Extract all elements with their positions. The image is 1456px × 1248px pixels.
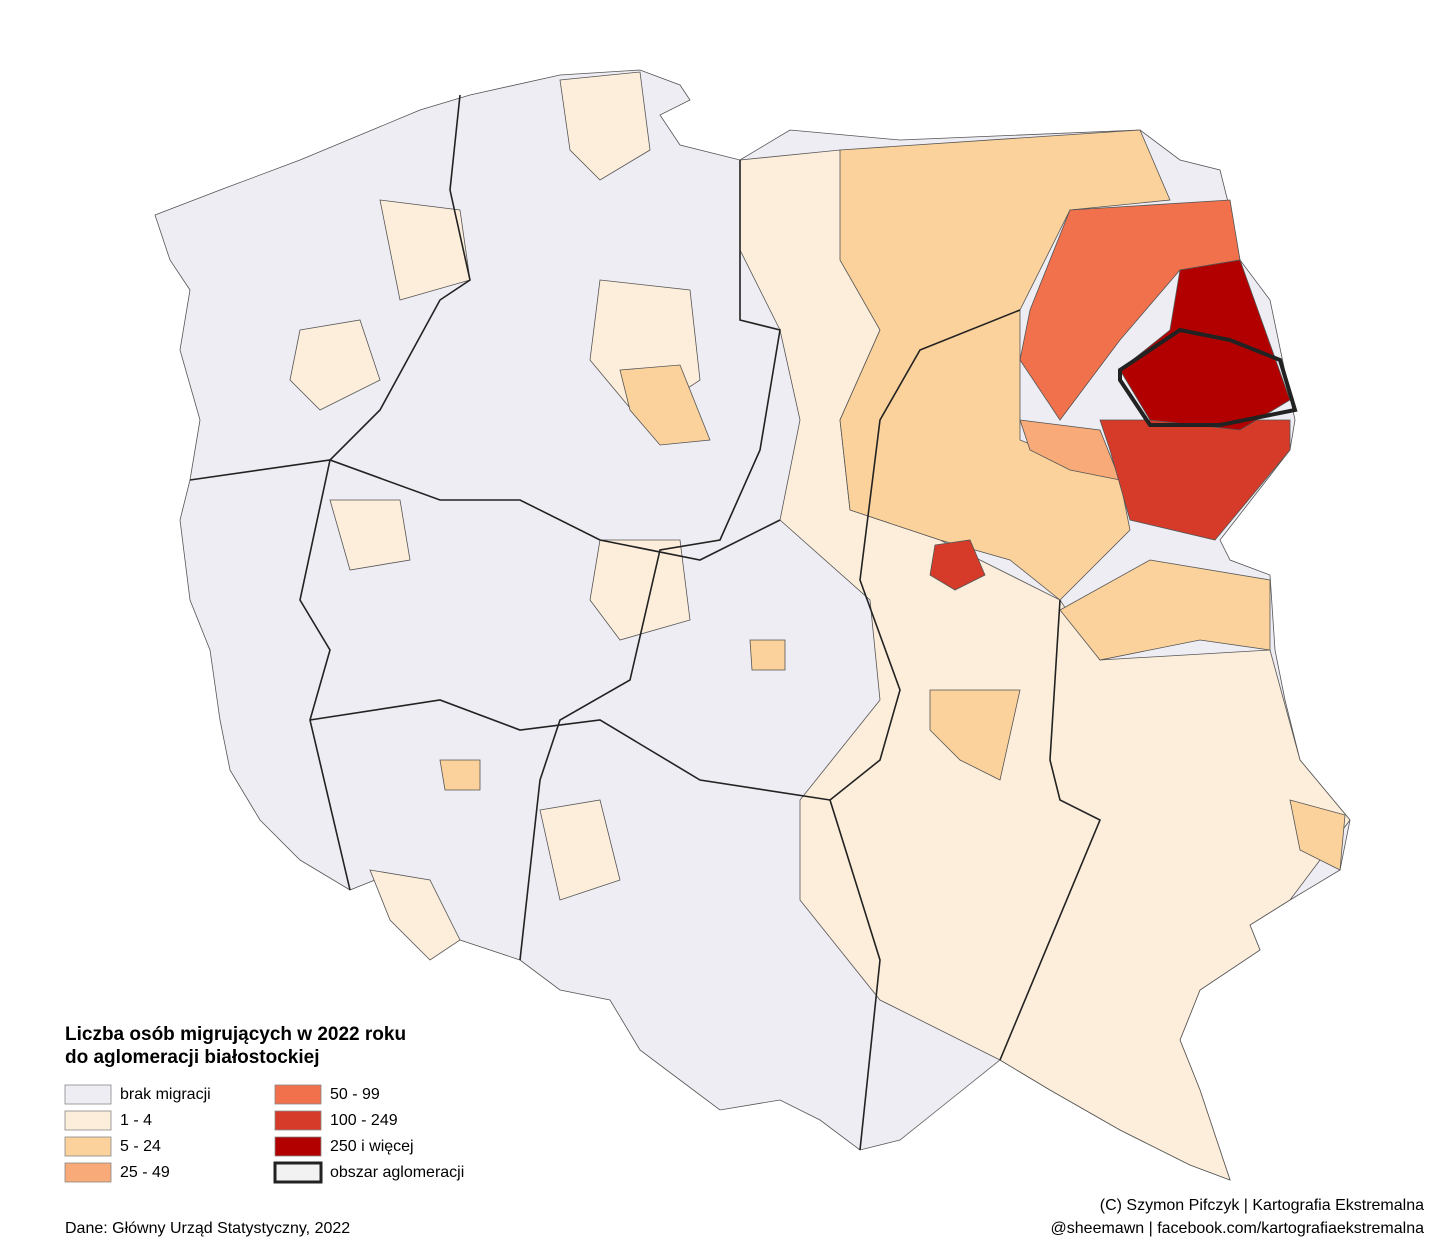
source: Dane: Główny Urząd Statystyczny, 2022 <box>65 1220 350 1237</box>
region <box>1019 199 1241 421</box>
map <box>154 69 1351 1181</box>
credits: @sheemawn | facebook.com/kartografiaekst… <box>1051 1220 1425 1237</box>
legend-label: 100 - 249 <box>330 1112 398 1129</box>
legend-label: 25 - 49 <box>120 1164 170 1181</box>
voivodeship-border <box>299 94 471 891</box>
voivodeship-border <box>999 599 1102 1061</box>
legend-title: do aglomeracji białostockiej <box>65 1047 319 1068</box>
region <box>559 71 651 181</box>
legend-label: 50 - 99 <box>330 1086 380 1103</box>
agglomeration-outline <box>1118 327 1298 427</box>
region <box>1099 419 1291 541</box>
region <box>329 499 411 571</box>
region <box>619 364 711 446</box>
legend-label: brak migracji <box>120 1086 211 1103</box>
region <box>749 639 786 671</box>
legend-swatch <box>64 1162 112 1183</box>
region <box>929 539 986 591</box>
voivodeship-border <box>829 309 1021 1151</box>
legend-swatch <box>64 1136 112 1157</box>
voivodeship-border <box>309 699 831 801</box>
legend-title: Liczba osób migrujących w 2022 roku <box>65 1024 406 1045</box>
legend-swatch <box>64 1084 112 1105</box>
region <box>439 759 481 791</box>
legend-label: 5 - 24 <box>120 1138 161 1155</box>
region <box>929 689 1021 781</box>
voivodeship-border <box>189 459 781 561</box>
voivodeship-border <box>519 160 781 961</box>
region <box>839 129 1171 601</box>
legend: brak migracji 1 - 4 5 - 24 25 - 49 50 - 99 10… <box>64 1084 464 1184</box>
legend-swatch <box>273 1161 323 1184</box>
region <box>289 319 381 411</box>
legend-swatch <box>274 1110 322 1131</box>
region <box>539 799 621 901</box>
region <box>589 539 691 641</box>
region <box>1289 799 1346 871</box>
region <box>369 869 461 961</box>
legend-swatch <box>274 1084 322 1105</box>
credits: (C) Szymon Pifczyk | Kartografia Ekstrem… <box>1100 1197 1424 1214</box>
region <box>1019 419 1121 481</box>
legend-label: 250 i więcej <box>330 1138 414 1155</box>
legend-swatch <box>274 1136 322 1157</box>
legend-label: obszar aglomeracji <box>330 1164 464 1181</box>
legend-label: 1 - 4 <box>120 1112 152 1129</box>
legend-swatch <box>64 1110 112 1131</box>
